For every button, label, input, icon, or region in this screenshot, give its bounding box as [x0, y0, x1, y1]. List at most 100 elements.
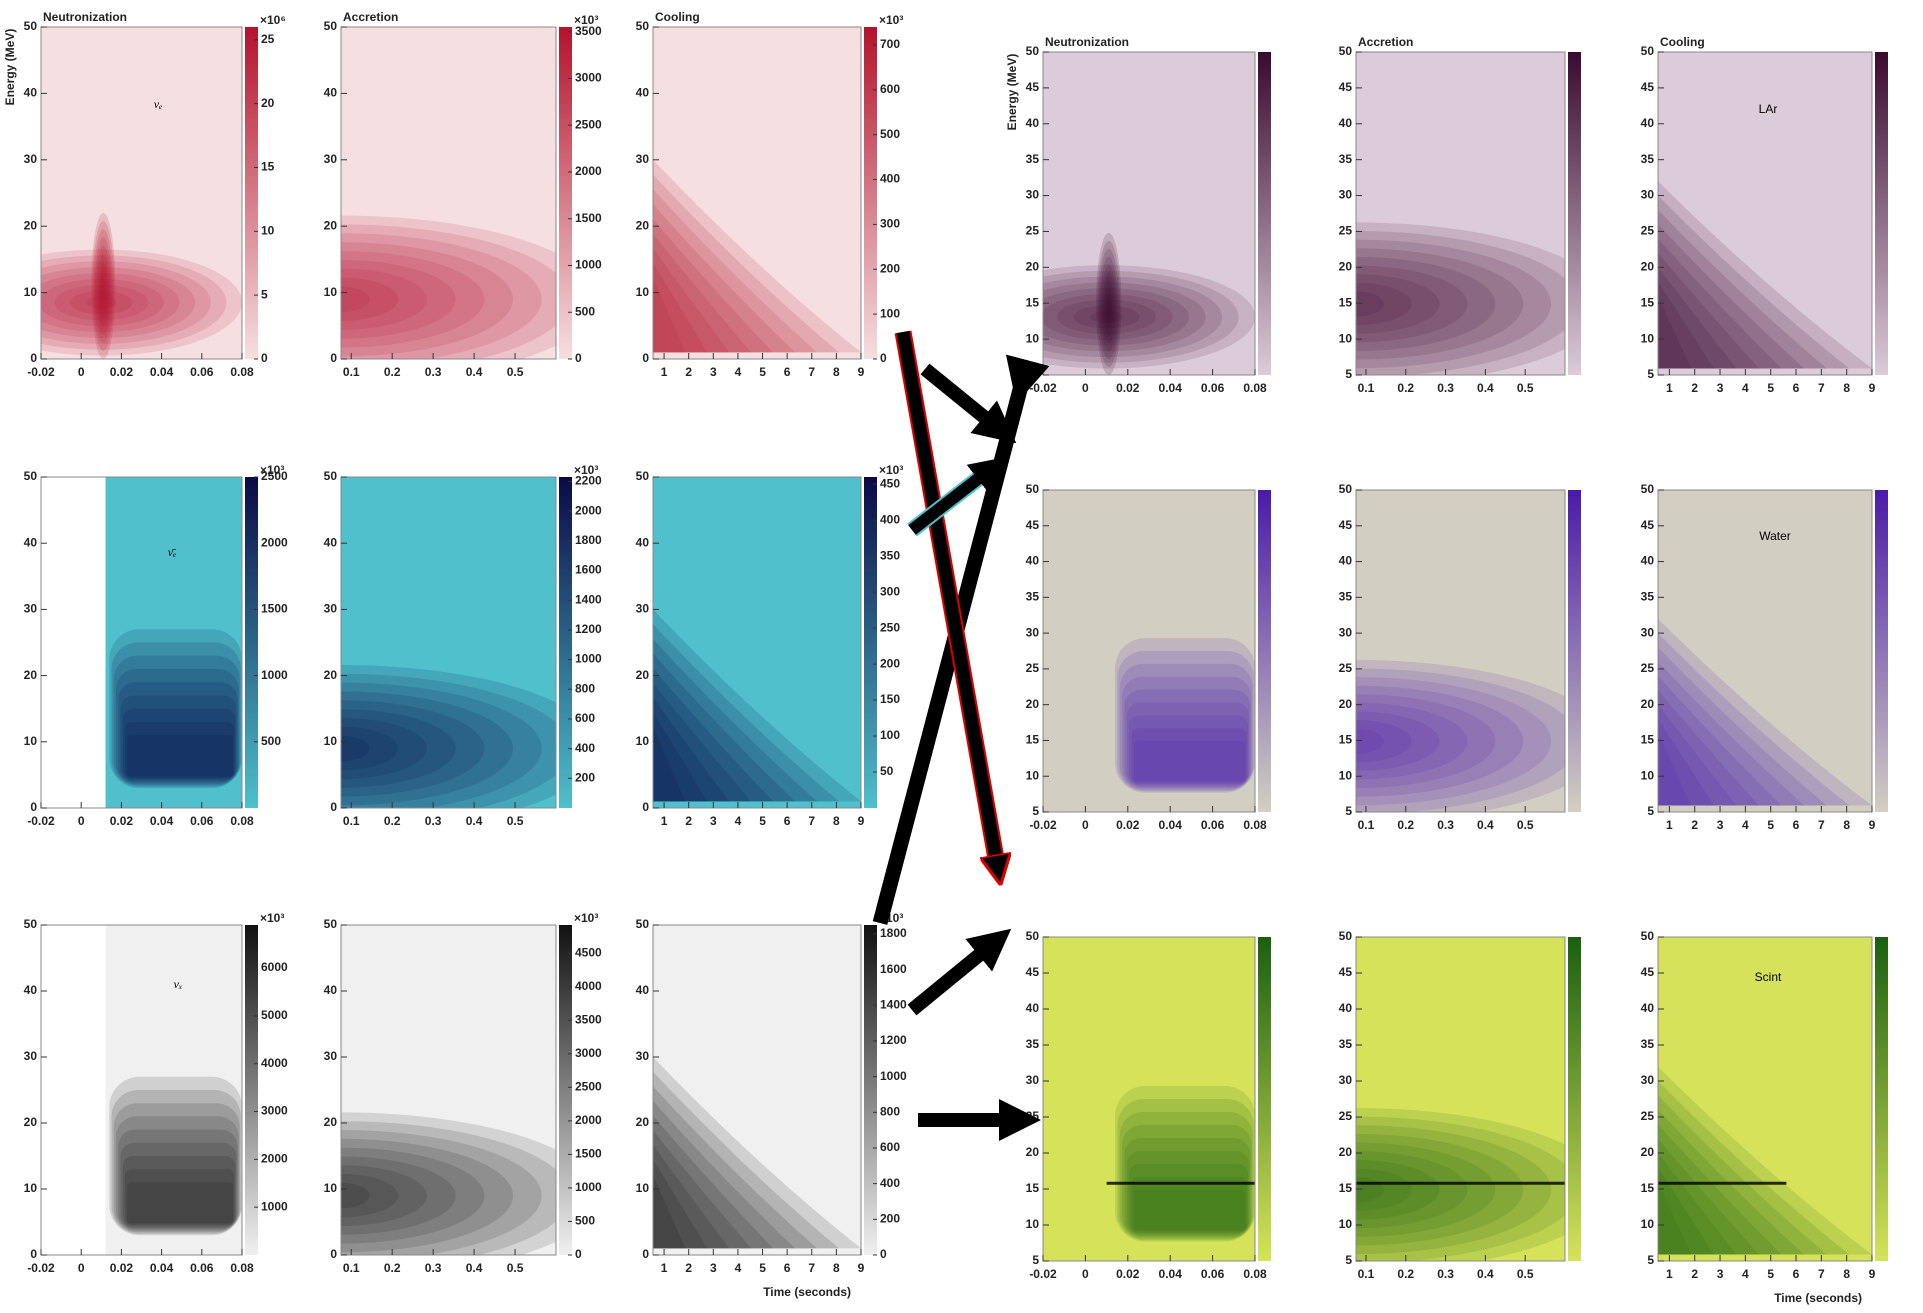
- y-tick-label: 25: [1339, 661, 1353, 675]
- y-tick-label: 45: [1339, 80, 1353, 94]
- annotation: Scint: [1755, 970, 1782, 984]
- x-tick-label: 0.04: [1159, 381, 1183, 395]
- x-tick-label: 0.04: [150, 814, 174, 828]
- colorbar-tick-label: 10: [261, 223, 275, 237]
- contours: [1107, 1086, 1255, 1242]
- x-tick-label: 0.4: [1477, 818, 1494, 832]
- x-tick-label: 9: [1869, 818, 1876, 832]
- y-tick-label: 30: [24, 602, 38, 616]
- colorbar-tick-label: 2000: [575, 1113, 602, 1127]
- x-tick-label: -0.02: [27, 1261, 55, 1275]
- y-tick-label: 30: [636, 602, 650, 616]
- y-tick-label: 10: [636, 285, 650, 299]
- x-tick-label: 0.08: [230, 1261, 254, 1275]
- colorbar-tick-label: 500: [880, 127, 900, 141]
- panel-title: Accretion: [1358, 35, 1413, 49]
- y-tick-label: 25: [1026, 661, 1040, 675]
- y-tick-label: 10: [1026, 1217, 1040, 1231]
- x-axis-label: Time (seconds): [763, 1285, 851, 1299]
- colorbar-tick-label: 5000: [261, 1008, 288, 1022]
- y-tick-label: 50: [1641, 929, 1655, 943]
- x-tick-label: 0.1: [1358, 1267, 1375, 1281]
- y-tick-label: 50: [636, 19, 650, 33]
- colorbar: [1875, 490, 1888, 812]
- x-tick-label: 0.04: [150, 365, 174, 379]
- panel-title: Cooling: [655, 10, 700, 24]
- colorbar-tick-label: 5: [261, 287, 268, 301]
- colorbar-tick-label: 200: [880, 1211, 900, 1225]
- x-tick-label: 9: [858, 1261, 865, 1275]
- colorbar: [245, 925, 258, 1255]
- colorbar-tick-label: 1000: [575, 258, 602, 272]
- x-tick-label: 0.08: [1243, 1267, 1267, 1281]
- x-tick-label: 0.1: [343, 365, 360, 379]
- x-tick-label: 0: [1082, 1267, 1089, 1281]
- y-tick-label: 25: [1641, 1109, 1655, 1123]
- x-tick-label: -0.02: [1029, 818, 1057, 832]
- y-tick-label: 5: [1345, 804, 1352, 818]
- colorbar-tick-label: 100: [880, 728, 900, 742]
- colorbar-tick-label: 1000: [261, 1199, 288, 1213]
- y-tick-label: 50: [24, 469, 38, 483]
- y-tick-label: 50: [324, 469, 338, 483]
- y-tick-label: 45: [1026, 518, 1040, 532]
- colorbar-tick-label: 500: [261, 734, 281, 748]
- y-tick-label: 30: [324, 152, 338, 166]
- y-tick-label: 25: [1339, 1109, 1353, 1123]
- x-tick-label: 2: [1691, 381, 1698, 395]
- x-tick-label: 8: [1843, 818, 1850, 832]
- y-axis-label: Energy (MeV): [1005, 54, 1019, 131]
- colorbar: [559, 27, 572, 359]
- x-tick-label: 0.3: [1437, 381, 1454, 395]
- colorbar-tick-label: 1600: [575, 563, 602, 577]
- y-tick-label: 20: [636, 668, 650, 682]
- y-tick-label: 15: [1339, 295, 1353, 309]
- y-tick-label: 20: [324, 218, 338, 232]
- y-tick-label: 50: [1026, 44, 1040, 58]
- y-tick-label: 40: [1026, 116, 1040, 130]
- y-tick-label: 15: [1641, 1181, 1655, 1195]
- colorbar-tick-label: 1500: [575, 1147, 602, 1161]
- annotation: Water: [1759, 529, 1791, 543]
- y-tick-label: 20: [24, 218, 38, 232]
- y-tick-label: 0: [642, 351, 649, 365]
- x-tick-label: 7: [808, 1261, 815, 1275]
- y-tick-label: 20: [1026, 260, 1040, 274]
- contour: [127, 1182, 233, 1223]
- x-tick-label: 0.02: [110, 1261, 134, 1275]
- colorbar-tick-label: 0: [575, 1247, 582, 1261]
- y-tick-label: 0: [642, 800, 649, 814]
- colorbar-tick-label: 15: [261, 160, 275, 174]
- y-tick-label: 50: [1641, 482, 1655, 496]
- y-tick-label: 10: [1339, 768, 1353, 782]
- y-tick-label: 0: [30, 351, 37, 365]
- x-tick-label: 0.04: [1159, 1267, 1183, 1281]
- colorbar-tick-label: 450: [880, 476, 900, 490]
- colorbar-tick-label: 2000: [575, 164, 602, 178]
- colorbar-tick-label: 2000: [261, 1152, 288, 1166]
- colorbar-tick-label: 1000: [261, 668, 288, 682]
- x-tick-label: 0.5: [1517, 818, 1534, 832]
- y-tick-label: 0: [30, 1247, 37, 1261]
- colorbar-tick-label: 2500: [261, 469, 288, 483]
- colorbar: [559, 925, 572, 1255]
- colorbar-tick-label: 20: [261, 96, 275, 110]
- y-tick-label: 5: [1345, 367, 1352, 381]
- y-tick-label: 30: [1026, 1073, 1040, 1087]
- x-tick-label: 8: [833, 1261, 840, 1275]
- x-tick-label: 9: [1869, 381, 1876, 395]
- colorbar-tick-label: 400: [575, 741, 595, 755]
- x-tick-label: 0.5: [507, 365, 524, 379]
- empty-region: [41, 925, 105, 1255]
- y-tick-label: 30: [1026, 625, 1040, 639]
- x-tick-label: 0.1: [1358, 381, 1375, 395]
- x-tick-label: 0.06: [190, 1261, 214, 1275]
- x-tick-label: 0.2: [1397, 818, 1414, 832]
- annotation: LAr: [1759, 102, 1778, 116]
- y-tick-label: 50: [1339, 929, 1353, 943]
- y-tick-label: 50: [324, 19, 338, 33]
- colorbar-tick-label: 500: [575, 1214, 595, 1228]
- y-tick-label: 10: [1026, 331, 1040, 345]
- x-tick-label: 0.08: [1243, 381, 1267, 395]
- y-tick-label: 35: [1641, 152, 1655, 166]
